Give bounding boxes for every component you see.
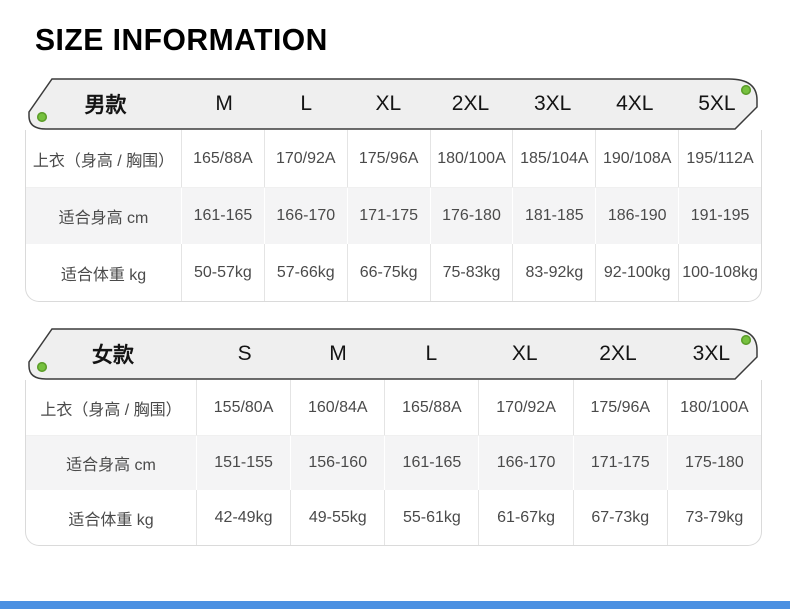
size-header: 5XL [698, 92, 736, 115]
table-cell: 180/100A [429, 130, 513, 187]
table-cell: 151-155 [196, 436, 290, 490]
table-cell: 166-170 [478, 436, 572, 490]
table-cell: 180/100A [666, 380, 761, 435]
table-cell: 195/112A [678, 130, 761, 187]
table-cell: 175-180 [666, 436, 761, 490]
table-cell: 100-108kg [678, 244, 761, 301]
women-header-row: 女款 S M L XL 2XL 3XL [28, 328, 758, 380]
table-cell: 61-67kg [478, 490, 572, 545]
table-cell: 49-55kg [290, 490, 384, 545]
men-size-table: 男款 M L XL 2XL 3XL 4XL 5XL 上衣（身高 / 胸围） 16… [25, 78, 762, 302]
table-cell: 170/92A [263, 130, 347, 187]
size-header: 2XL [599, 342, 637, 365]
size-header: XL [511, 342, 538, 365]
table-cell: 50-57kg [181, 244, 264, 301]
table-cell: 175/96A [572, 380, 667, 435]
table-cell: 176-180 [429, 188, 513, 244]
men-header-banner: 男款 M L XL 2XL 3XL 4XL 5XL [28, 78, 758, 130]
table-cell: 170/92A [478, 380, 572, 435]
green-dot-icon [741, 335, 751, 345]
table-cell: 166-170 [263, 188, 347, 244]
row-label: 适合身高 cm [58, 210, 149, 227]
table-cell: 155/80A [196, 380, 290, 435]
women-header-banner: 女款 S M L XL 2XL 3XL [28, 328, 758, 380]
table-cell: 160/84A [290, 380, 384, 435]
size-header: L [300, 92, 313, 115]
table-row: 上衣（身高 / 胸围） 165/88A 170/92A 175/96A 180/… [26, 130, 761, 187]
table-cell: 171-175 [346, 188, 430, 244]
size-header: 2XL [451, 92, 490, 115]
size-header: M [215, 92, 233, 115]
table-cell: 171-175 [572, 436, 667, 490]
table-cell: 73-79kg [666, 490, 761, 545]
green-dot-icon [741, 85, 751, 95]
table-cell: 57-66kg [263, 244, 347, 301]
row-label: 上衣（身高 / 胸围） [40, 401, 182, 419]
table-cell: 186-190 [595, 188, 678, 244]
green-dot-icon [37, 362, 47, 372]
row-label: 上衣（身高 / 胸围） [32, 152, 175, 170]
size-header: S [237, 342, 252, 365]
ribbon-banner-shape [28, 78, 758, 130]
table-cell: 42-49kg [196, 490, 290, 545]
table-cell: 83-92kg [512, 244, 595, 301]
size-header: 3XL [533, 92, 572, 115]
table-cell: 67-73kg [572, 490, 667, 545]
row-label: 适合身高 cm [66, 457, 156, 474]
table-cell: 165/88A [384, 380, 478, 435]
gender-label: 女款 [92, 344, 134, 367]
table-cell: 161-165 [181, 188, 264, 244]
table-cell: 175/96A [346, 130, 430, 187]
ribbon-banner-shape [28, 328, 758, 380]
table-cell: 75-83kg [429, 244, 513, 301]
table-cell: 55-61kg [384, 490, 478, 545]
table-row: 适合体重 kg 42-49kg 49-55kg 55-61kg 61-67kg … [26, 490, 761, 545]
table-cell: 156-160 [290, 436, 384, 490]
table-cell: 161-165 [384, 436, 478, 490]
women-size-table: 女款 S M L XL 2XL 3XL 上衣（身高 / 胸围） 155/80A … [25, 328, 762, 546]
table-row: 适合体重 kg 50-57kg 57-66kg 66-75kg 75-83kg … [26, 244, 761, 301]
men-table-body: 上衣（身高 / 胸围） 165/88A 170/92A 175/96A 180/… [25, 130, 762, 302]
row-label: 适合体重 kg [60, 266, 147, 284]
size-header: XL [375, 92, 402, 115]
table-row: 上衣（身高 / 胸围） 155/80A 160/84A 165/88A 170/… [26, 380, 761, 435]
men-header-row: 男款 M L XL 2XL 3XL 4XL 5XL [28, 78, 758, 130]
size-header: L [425, 342, 438, 365]
green-dot-icon [37, 112, 47, 122]
table-cell: 165/88A [181, 130, 264, 187]
bottom-accent-bar [0, 601, 790, 609]
table-cell: 191-195 [678, 188, 761, 244]
table-cell: 190/108A [595, 130, 678, 187]
row-label: 适合体重 kg [68, 511, 154, 529]
table-cell: 92-100kg [595, 244, 678, 301]
size-header: 4XL [616, 92, 654, 115]
table-cell: 181-185 [512, 188, 595, 244]
table-row: 适合身高 cm 151-155 156-160 161-165 166-170 … [26, 435, 761, 490]
women-table-body: 上衣（身高 / 胸围） 155/80A 160/84A 165/88A 170/… [25, 380, 762, 546]
size-header: 3XL [692, 342, 731, 365]
page-title: SIZE INFORMATION [35, 22, 328, 57]
table-cell: 185/104A [512, 130, 595, 187]
size-header: M [329, 342, 347, 365]
gender-label: 男款 [84, 94, 127, 117]
table-row: 适合身高 cm 161-165 166-170 171-175 176-180 … [26, 187, 761, 244]
table-cell: 66-75kg [346, 244, 430, 301]
